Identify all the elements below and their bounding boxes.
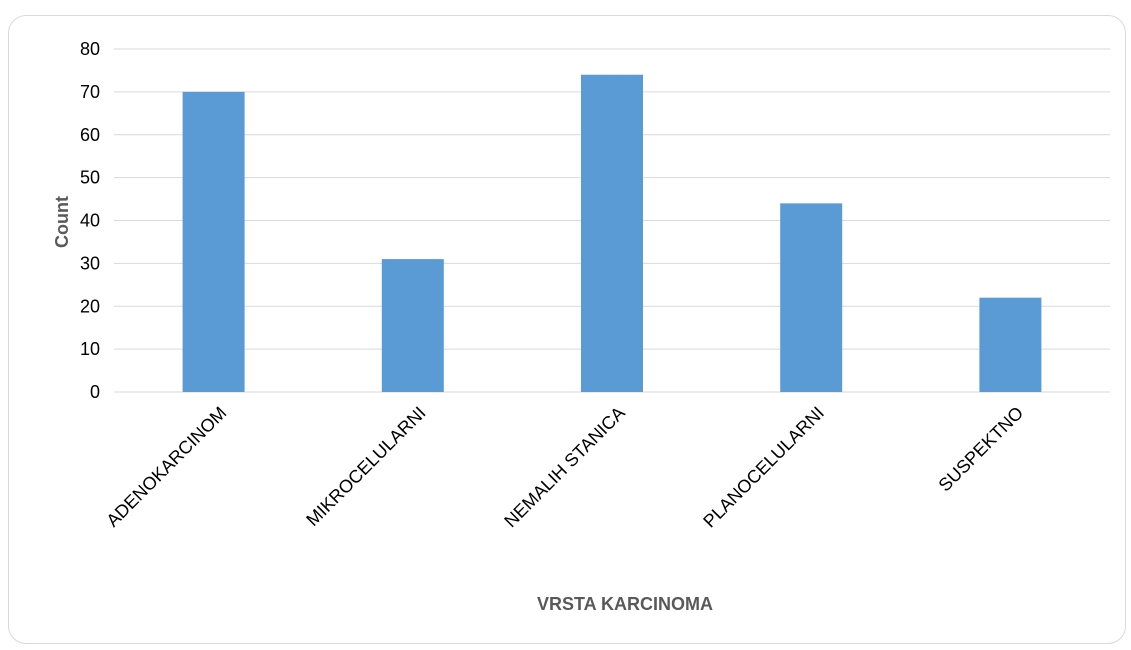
bar [182, 91, 245, 392]
y-tick-label: 10 [80, 339, 100, 359]
y-axis-ticks: 0 10 20 30 40 50 60 70 80 [80, 39, 100, 402]
bar [979, 297, 1042, 392]
y-tick-label: 0 [90, 382, 100, 402]
x-axis-title: VRSTA KARCINOMA [537, 594, 713, 614]
y-axis-title: Count [52, 196, 72, 248]
x-axis-ticks: ADENOKARCINOM MIKROCELULARNI NEMALIH STANI… [102, 403, 1027, 532]
bar [381, 259, 444, 392]
x-tick-label: SUSPEKTNO [935, 403, 1028, 496]
y-tick-label: 20 [80, 296, 100, 316]
bar [581, 74, 643, 392]
y-tick-label: 80 [80, 39, 100, 59]
x-tick-label: NEMALIH STANICA [500, 403, 628, 531]
y-tick-label: 40 [80, 211, 100, 231]
x-tick-label: PLANOCELULARNI [699, 403, 828, 532]
bar [780, 203, 843, 392]
y-tick-label: 60 [80, 125, 100, 145]
x-tick-label: MIKROCELULARNI [302, 403, 429, 530]
bars [182, 74, 1042, 392]
y-tick-label: 30 [80, 253, 100, 273]
x-tick-label: ADENOKARCINOM [102, 403, 230, 531]
y-tick-label: 70 [80, 82, 100, 102]
y-tick-label: 50 [80, 168, 100, 188]
